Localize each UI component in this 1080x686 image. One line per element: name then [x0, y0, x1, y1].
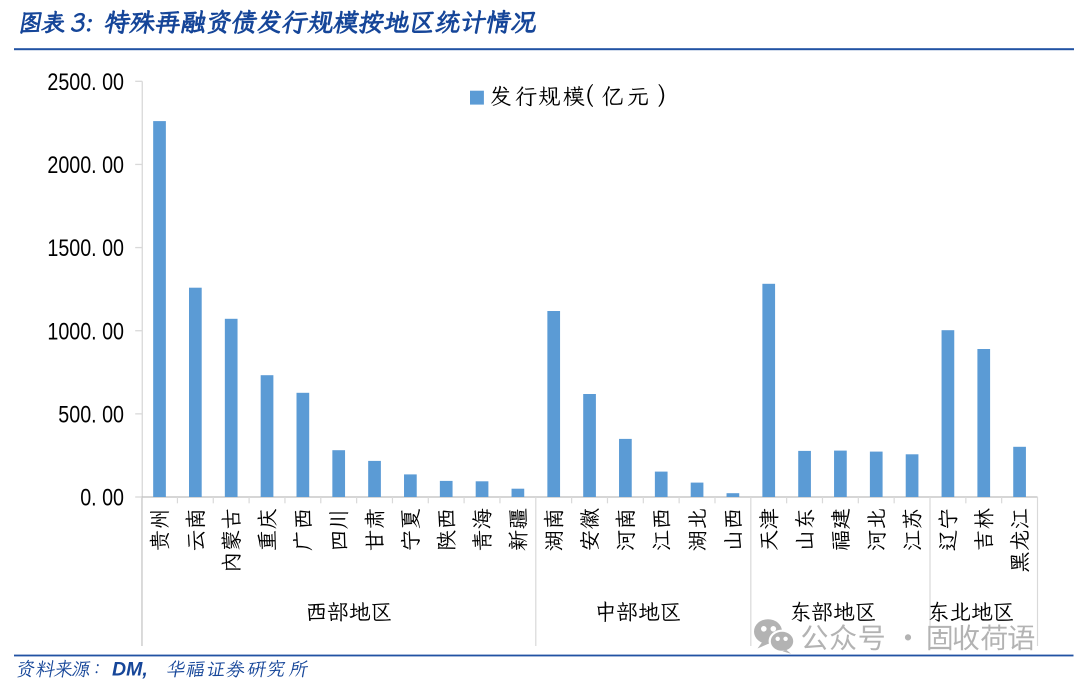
svg-text:DM,: DM, — [112, 659, 148, 681]
svg-text:0. 00: 0. 00 — [80, 485, 124, 512]
svg-text:2500. 00: 2500. 00 — [47, 69, 124, 96]
svg-text:2000. 00: 2000. 00 — [47, 152, 124, 179]
svg-text:1000. 00: 1000. 00 — [47, 318, 124, 345]
svg-text:1500. 00: 1500. 00 — [47, 235, 124, 262]
svg-text:500. 00: 500. 00 — [58, 402, 124, 429]
